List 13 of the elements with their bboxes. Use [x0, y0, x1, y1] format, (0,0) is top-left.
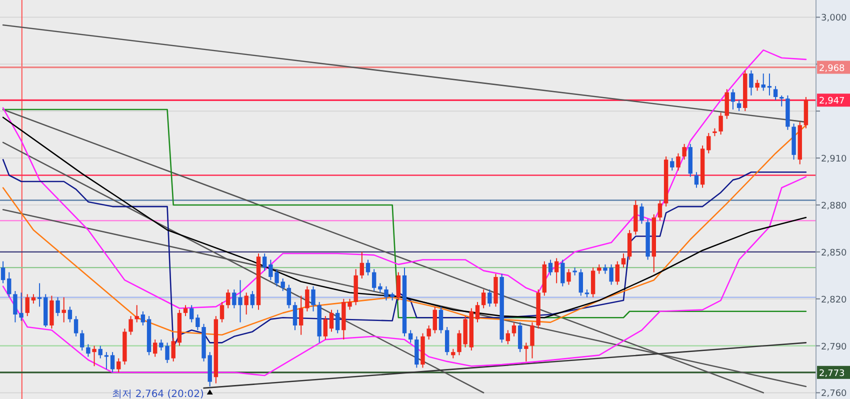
line-series — [2, 176, 807, 376]
y-tick-label: 2,910 — [821, 154, 848, 165]
y-tick-label: 2,820 — [821, 295, 848, 306]
y-tick-label: 2,850 — [821, 248, 848, 258]
y-tick-label: 2,880 — [821, 201, 848, 212]
y-tick-label: 3,000 — [821, 14, 848, 24]
line-series — [2, 49, 807, 309]
ref-line-label: 2,968 — [819, 64, 846, 74]
ref-line-label: 2,773 — [819, 368, 845, 379]
y-tick-label: 2,760 — [821, 389, 848, 399]
ref-line-label: 2,947 — [819, 96, 845, 107]
y-tick-label: 2,790 — [821, 342, 848, 352]
annotation-low: 최저 2,764 (20:02) — [112, 389, 213, 399]
